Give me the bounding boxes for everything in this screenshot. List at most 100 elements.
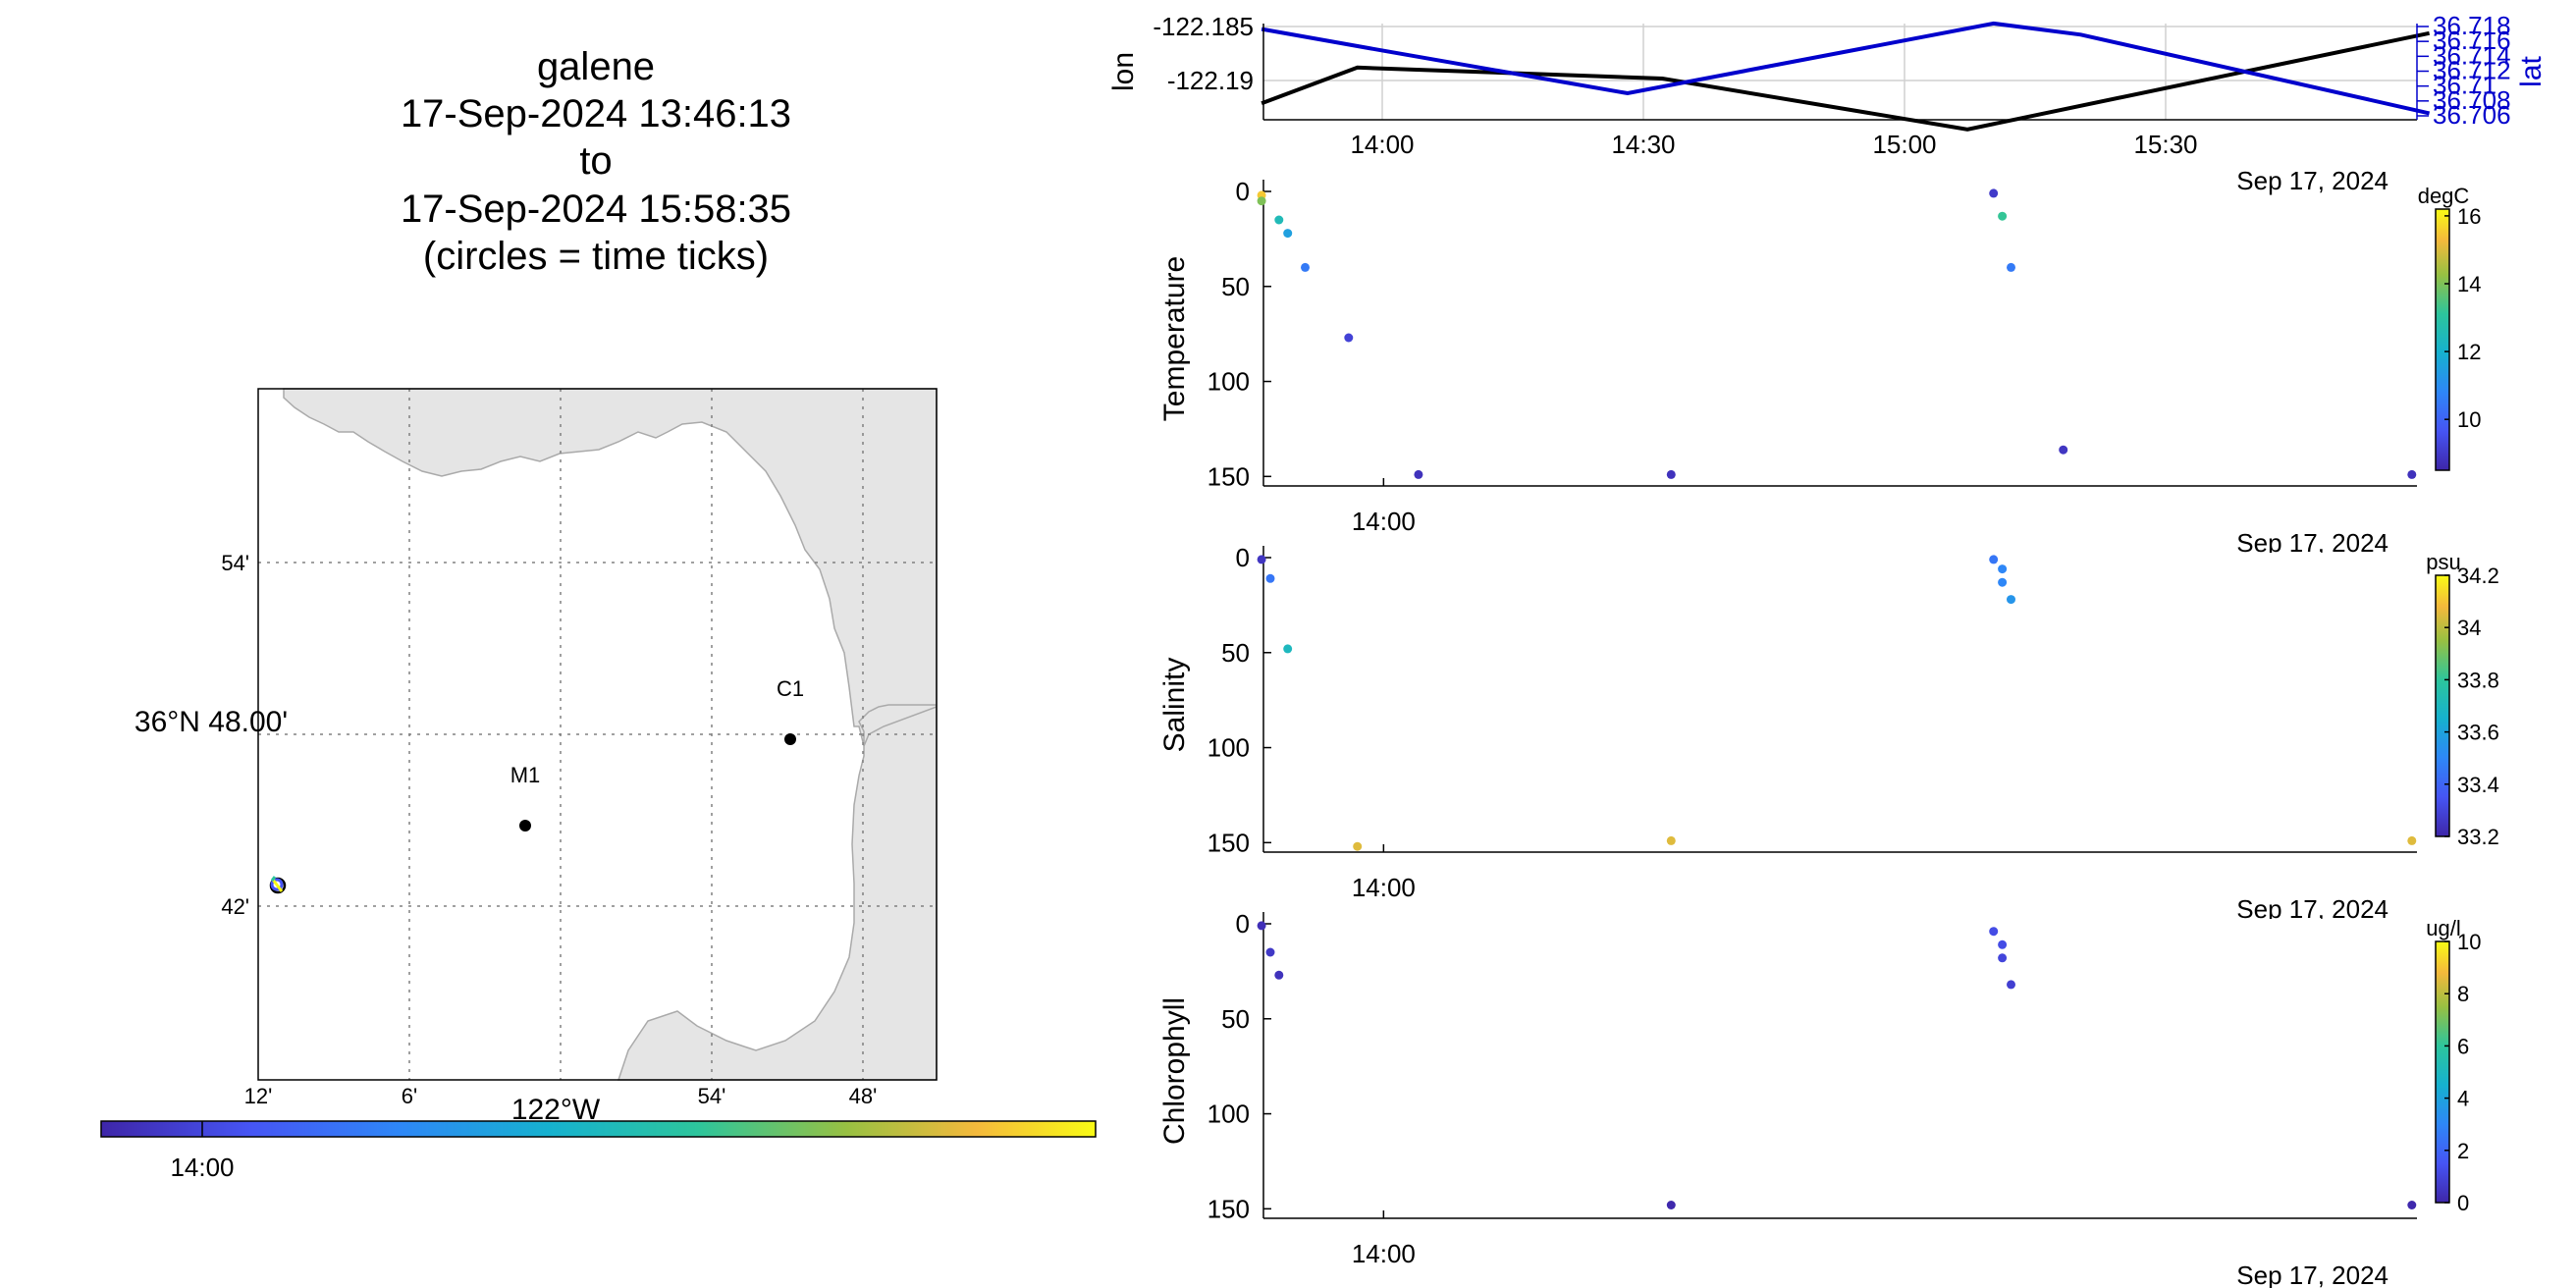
salinity-colorbar: [2435, 574, 2450, 837]
map-xtick: 12': [244, 1084, 273, 1108]
salinity-colorbar-tick-label: 34: [2457, 616, 2481, 640]
title-end: 17-Sep-2024 15:58:35: [401, 188, 791, 231]
track-segment: [271, 879, 284, 892]
lat-tick-label: 36.708: [2433, 85, 2511, 115]
chlorophyll-data-point: [1998, 939, 2008, 949]
chlorophyll-data-point: [1998, 953, 2008, 963]
chlorophyll-ytick-label: 100: [1208, 1100, 1250, 1129]
station-marker-m1: [519, 820, 531, 832]
time-colorbar: 14:00: [100, 1120, 1097, 1182]
title-platform: galene: [537, 45, 655, 88]
lonlat-xtick: 14:30: [1611, 130, 1675, 159]
temperature-data-point: [1998, 211, 2008, 221]
chlorophyll-ylabel: Chlorophyll: [1158, 997, 1191, 1145]
title-to: to: [579, 139, 612, 183]
temperature-panel: Sep 17, 202405010015014:00Temperaturedeg…: [1158, 177, 2481, 582]
temperature-colorbar: [2435, 208, 2450, 471]
lon-series-line: [1261, 30, 2431, 132]
chlorophyll-colorbar-tick-label: 10: [2457, 930, 2481, 954]
temperature-colorbar-tick-label: 14: [2457, 272, 2481, 296]
map-xtick: 6': [402, 1084, 417, 1108]
temperature-data-point: [1257, 196, 1266, 206]
lonlat-x-ticks: 14:00 14:30 15:00 15:30: [1350, 130, 2197, 159]
station-marker-c1: [784, 733, 796, 745]
map-frame: [257, 388, 938, 1081]
lon-tick: -122.19: [1167, 66, 1254, 95]
temperature-ytick-label: 150: [1208, 461, 1250, 491]
temperature-data-point: [1666, 469, 1676, 479]
salinity-ytick-label: 100: [1208, 733, 1250, 763]
salinity-data-point: [1666, 835, 1676, 845]
chlorophyll-colorbar-tick-label: 6: [2457, 1034, 2469, 1058]
salinity-colorbar-tick-label: 33.4: [2457, 773, 2499, 797]
map-y-ticks: 54' 42': [221, 551, 249, 919]
lat-tick-label: 36.714: [2433, 40, 2511, 70]
lat-tick-label: 36.712: [2433, 56, 2511, 85]
salinity-ytick-label: 0: [1236, 543, 1250, 572]
lat-tick-label: 36.716: [2433, 26, 2511, 55]
temperature-data-point: [1301, 262, 1310, 272]
temperature-data-point: [1989, 188, 1999, 198]
lonlat-xtick: 15:00: [1872, 130, 1936, 159]
temperature-colorbar-units: degC: [2418, 184, 2470, 208]
station-label-c1: C1: [777, 676, 804, 701]
map-ylabel: 36°N 48.00': [134, 706, 288, 738]
lonlat-panel: -122.185 -122.19 lon 36.71836.71636.7143…: [1107, 11, 2548, 195]
temperature-ytick-label: 100: [1208, 367, 1250, 397]
chlorophyll-colorbar-tick-label: 8: [2457, 982, 2469, 1006]
chlorophyll-date-label: Sep 17, 2024: [2236, 1261, 2388, 1288]
map-xtick: 54': [698, 1084, 726, 1108]
chlorophyll-colorbar-tick-label: 4: [2457, 1087, 2469, 1111]
salinity-data-point: [1265, 573, 1275, 583]
track-segment: [270, 878, 284, 891]
salinity-ylabel: Salinity: [1158, 658, 1191, 753]
chlorophyll-ytick-label: 150: [1208, 1194, 1250, 1223]
temperature-data-point: [2007, 262, 2015, 272]
temperature-data-point: [1344, 333, 1354, 343]
lonlat-date-label: Sep 17, 2024: [2236, 166, 2388, 195]
lat-ticks: 36.71836.71636.71436.71236.7136.70836.70…: [2417, 11, 2511, 130]
salinity-colorbar-tick-label: 34.2: [2457, 564, 2499, 588]
temperature-ytick-label: 50: [1221, 272, 1250, 301]
scatter-panels: Sep 17, 202405010015014:00Temperaturedeg…: [1158, 177, 2499, 1288]
lonlat-xtick: 14:00: [1350, 130, 1414, 159]
temperature-data-point: [1283, 229, 1293, 239]
chlorophyll-data-point: [2407, 1201, 2417, 1209]
lat-tick-label: 36.718: [2433, 11, 2511, 40]
temperature-ylabel: Temperature: [1158, 256, 1191, 421]
chlorophyll-colorbar: [2435, 940, 2450, 1204]
temperature-data-point: [1274, 215, 1284, 225]
temperature-data-point: [2059, 445, 2068, 455]
lon-tick: -122.185: [1153, 12, 1254, 41]
temperature-date-mask: [2160, 553, 2405, 582]
title-note: (circles = time ticks): [423, 235, 769, 278]
time-colorbar-label: 14:00: [170, 1153, 234, 1182]
salinity-colorbar-tick-label: 33.6: [2457, 721, 2499, 745]
salinity-data-point: [1998, 577, 2008, 587]
time-colorbar-gradient: [100, 1120, 1097, 1138]
map-track: [269, 876, 287, 894]
map-xtick: 48': [849, 1084, 878, 1108]
salinity-colorbar-tick-label: 33.2: [2457, 825, 2499, 849]
temperature-data-point: [1414, 469, 1423, 479]
map-title: galene 17-Sep-2024 13:46:13 to 17-Sep-20…: [401, 45, 791, 278]
temperature-data-point: [2407, 469, 2417, 479]
map-x-ticks: 12' 6' 54' 48': [244, 1084, 878, 1108]
salinity-xtick-label: 14:00: [1352, 873, 1416, 902]
map-grid: [258, 389, 937, 1080]
track-segment: [270, 876, 277, 882]
temperature-xtick-label: 14:00: [1352, 507, 1416, 536]
chlorophyll-panel: Sep 17, 202405010015014:00Chlorophyllug/…: [1158, 909, 2481, 1288]
title-start: 17-Sep-2024 13:46:13: [401, 92, 791, 135]
salinity-data-point: [1257, 555, 1266, 564]
chlorophyll-data-point: [2007, 980, 2015, 990]
map-ylabel-text: 36°N 48.00': [134, 706, 288, 738]
map-panel: 54' 42' 36°N 48.00' 12' 6' 54' 48' 122°W…: [100, 388, 1097, 1182]
chlorophyll-data-point: [1265, 947, 1275, 957]
salinity-panel: Sep 17, 202405010015014:00Salinitypsu34.…: [1158, 543, 2499, 948]
chlorophyll-colorbar-tick-label: 0: [2457, 1191, 2469, 1215]
salinity-ytick-label: 50: [1221, 638, 1250, 668]
chlorophyll-xtick-label: 14:00: [1352, 1239, 1416, 1268]
chlorophyll-data-point: [1666, 1201, 1676, 1209]
